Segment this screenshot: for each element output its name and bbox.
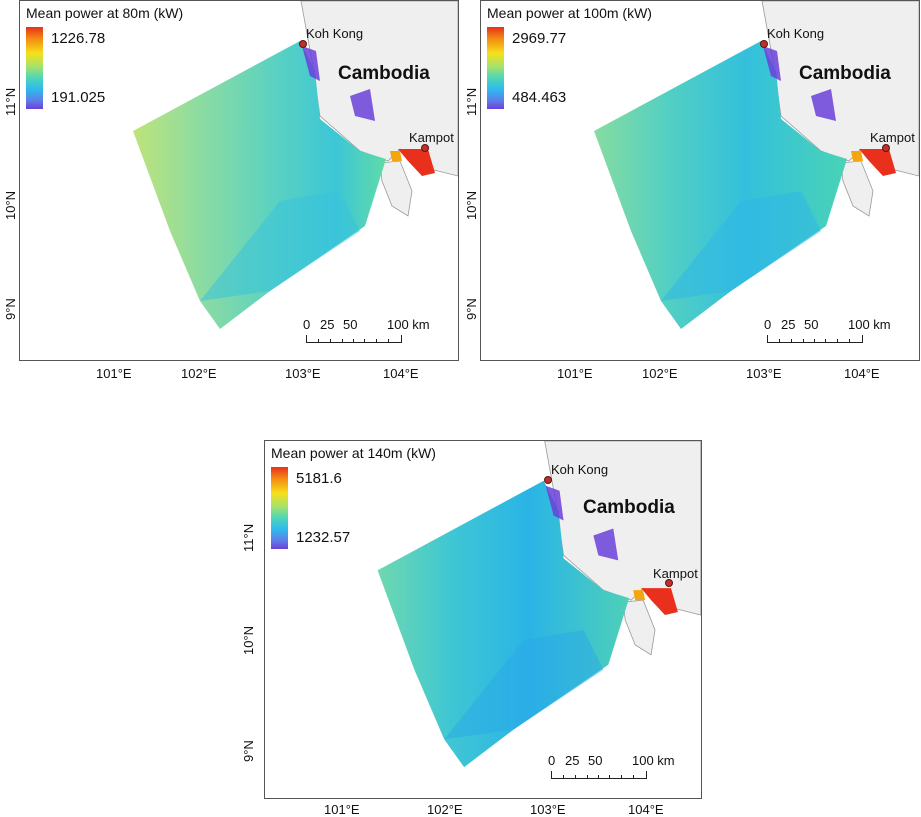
scale-bar: 0 25 50 100 km <box>764 317 891 347</box>
island-phu-quoc <box>379 160 413 217</box>
deep-zone <box>763 46 781 81</box>
kampot-marker <box>665 579 673 587</box>
lon-label: 101°E <box>324 802 360 817</box>
island-phu-quoc <box>840 160 874 217</box>
hotspot-zone <box>859 149 896 176</box>
city-koh-kong: Koh Kong <box>551 462 609 477</box>
legend-title: Mean power at 140m (kW) <box>271 445 436 461</box>
lat-label: 10°N <box>464 190 479 220</box>
lat-label: 11°N <box>3 87 18 116</box>
legend-max: 2969.77 <box>512 30 567 47</box>
legend-min: 191.025 <box>51 89 106 106</box>
lon-label: 102°E <box>181 366 217 381</box>
legend: Mean power at 80m (kW) 1226.78 191.025 <box>26 5 184 109</box>
lon-label: 103°E <box>746 366 782 381</box>
island-phu-quoc <box>622 599 656 656</box>
country-label: Cambodia <box>338 63 430 84</box>
power-field <box>594 41 847 329</box>
power-field <box>377 480 630 768</box>
legend: Mean power at 140m (kW) 5181.6 1232.57 <box>271 445 436 549</box>
lon-label: 104°E <box>628 802 664 817</box>
lat-label: 11°N <box>464 87 479 116</box>
kampot-marker <box>421 144 429 152</box>
lon-label: 103°E <box>530 802 566 817</box>
koh-kong-marker <box>299 40 307 48</box>
koh-kong-marker <box>544 476 552 484</box>
hotspot-zone <box>398 149 435 176</box>
legend-colorbar <box>271 467 288 549</box>
city-kampot: Kampot <box>409 130 454 145</box>
map-graphic <box>133 1 458 329</box>
map-frame: Mean power at 80m (kW) 1226.78 191.025 C… <box>19 0 459 361</box>
legend-colorbar <box>487 27 504 109</box>
deep-zone <box>545 485 564 521</box>
lat-label: 9°N <box>3 298 18 320</box>
lat-label: 9°N <box>464 298 479 320</box>
lon-label: 102°E <box>427 802 463 817</box>
city-kampot: Kampot <box>870 130 915 145</box>
legend-min: 484.463 <box>512 89 567 106</box>
legend-max: 5181.6 <box>296 470 342 487</box>
lon-label: 104°E <box>844 366 880 381</box>
lat-label: 11°N <box>241 523 256 552</box>
legend-max: 1226.78 <box>51 30 106 47</box>
map-graphic <box>594 1 919 329</box>
lat-label: 10°N <box>241 625 256 655</box>
legend: Mean power at 100m (kW) 2969.77 484.463 <box>487 5 652 109</box>
power-field <box>133 41 386 329</box>
lon-label: 101°E <box>96 366 132 381</box>
city-koh-kong: Koh Kong <box>306 26 364 41</box>
map-frame: Mean power at 140m (kW) 5181.6 1232.57 C… <box>264 440 702 799</box>
country-label: Cambodia <box>799 63 891 84</box>
map-frame: Mean power at 100m (kW) 2969.77 484.463 … <box>480 0 920 361</box>
legend-title: Mean power at 80m (kW) <box>26 5 184 21</box>
lat-label: 9°N <box>241 740 256 762</box>
lat-label: 10°N <box>3 190 18 220</box>
map-graphic <box>377 441 701 768</box>
lon-label: 102°E <box>642 366 678 381</box>
hotspot-zone <box>641 588 678 616</box>
koh-kong-marker <box>760 40 768 48</box>
legend-title: Mean power at 100m (kW) <box>487 5 652 21</box>
scale-bar: 0 25 50 100 km <box>548 753 675 783</box>
legend-colorbar <box>26 27 43 109</box>
lon-label: 101°E <box>557 366 593 381</box>
legend-min: 1232.57 <box>296 529 351 546</box>
deep-zone <box>302 46 320 81</box>
scale-bar: 0 25 50 100 km <box>303 317 430 347</box>
country-label: Cambodia <box>583 497 675 518</box>
lon-label: 104°E <box>383 366 419 381</box>
lon-label: 103°E <box>285 366 321 381</box>
kampot-marker <box>882 144 890 152</box>
city-koh-kong: Koh Kong <box>767 26 825 41</box>
city-kampot: Kampot <box>653 566 698 581</box>
